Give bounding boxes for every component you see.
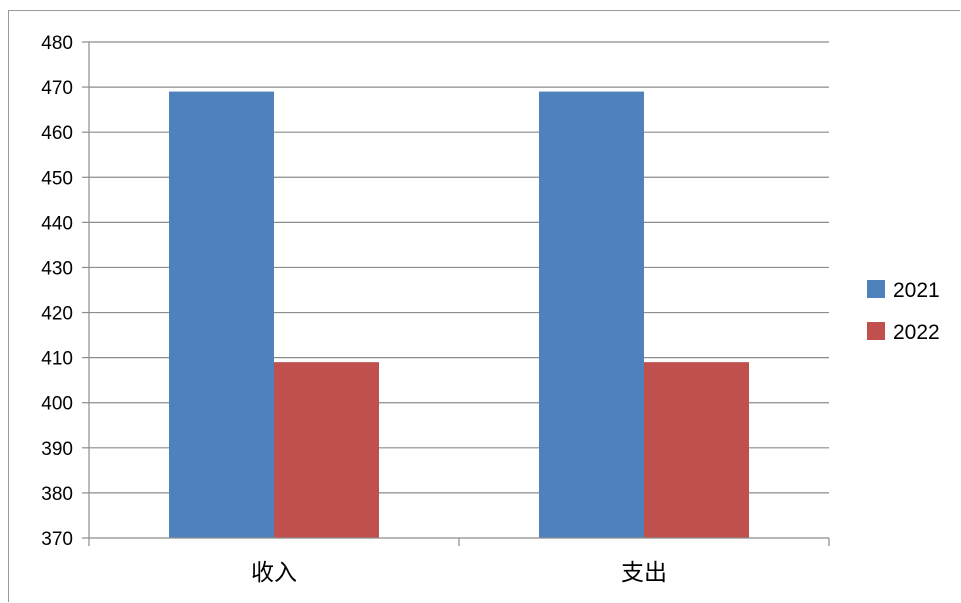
bar-2021-1 bbox=[539, 91, 644, 538]
chart-frame bbox=[8, 10, 960, 602]
legend-label: 2022 bbox=[893, 321, 940, 344]
y-tick-label: 450 bbox=[41, 168, 73, 189]
x-category-label: 支出 bbox=[621, 560, 667, 586]
legend-swatch-2022 bbox=[867, 322, 885, 340]
y-tick-label: 430 bbox=[41, 258, 73, 279]
y-tick-label: 460 bbox=[41, 123, 73, 144]
y-tick-label: 420 bbox=[41, 304, 73, 325]
y-tick-label: 480 bbox=[41, 33, 73, 54]
legend-label: 2021 bbox=[893, 279, 940, 302]
x-category-label: 收入 bbox=[251, 560, 297, 586]
y-tick-label: 370 bbox=[41, 529, 73, 550]
y-tick-labels: 370 380 390 400 410 420 430 440 450 460 470 480 bbox=[41, 33, 73, 550]
legend-swatch-2021 bbox=[867, 280, 885, 298]
y-tick-label: 380 bbox=[41, 484, 73, 505]
legend: 2021 2022 bbox=[867, 279, 940, 344]
bar-2022-1 bbox=[644, 362, 749, 538]
bar-2021-0 bbox=[169, 91, 274, 538]
x-category-labels: 收入 支出 bbox=[251, 560, 667, 586]
y-tick-label: 470 bbox=[41, 78, 73, 99]
y-tick-label: 410 bbox=[41, 349, 73, 370]
y-tick-label: 390 bbox=[41, 439, 73, 460]
bars bbox=[169, 91, 749, 538]
bar-2022-0 bbox=[274, 362, 379, 538]
y-tick-label: 400 bbox=[41, 394, 73, 415]
y-tick-label: 440 bbox=[41, 213, 73, 234]
axes bbox=[82, 41, 830, 546]
